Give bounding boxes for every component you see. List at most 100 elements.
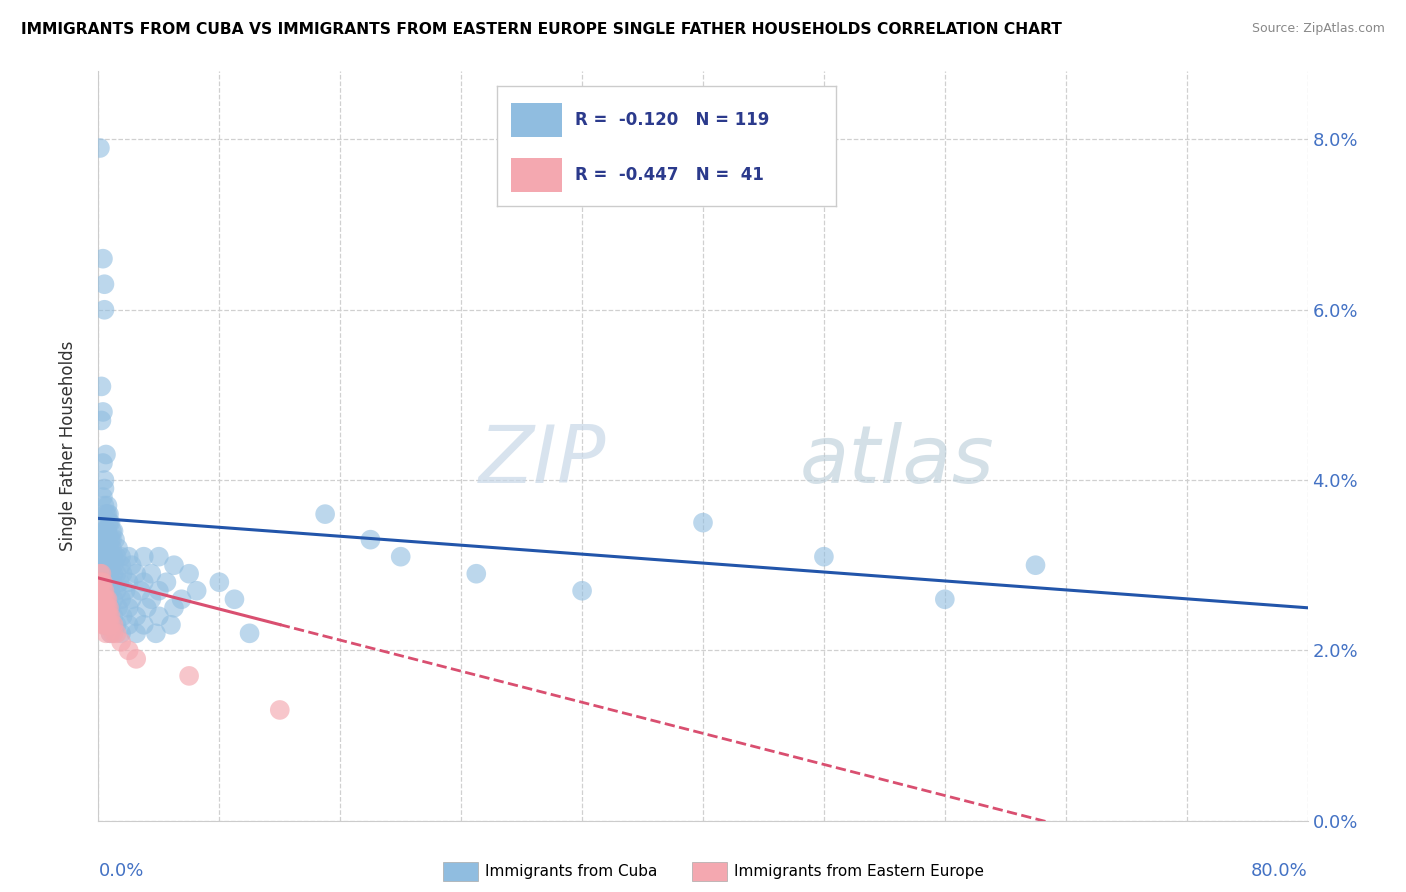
Point <box>94 609 117 624</box>
Point <box>239 626 262 640</box>
Point <box>94 626 117 640</box>
Point <box>100 626 122 640</box>
Text: 80.0%: 80.0% <box>1251 862 1308 880</box>
Point <box>110 558 132 573</box>
Point <box>94 566 117 581</box>
Point <box>91 583 114 598</box>
Text: 0.0%: 0.0% <box>98 862 143 880</box>
Point <box>571 583 593 598</box>
Point <box>269 703 291 717</box>
Point <box>100 583 122 598</box>
Point <box>93 592 115 607</box>
Text: atlas: atlas <box>800 422 994 500</box>
Point <box>91 549 114 564</box>
Point <box>90 575 112 590</box>
Text: ZIP: ZIP <box>479 422 606 500</box>
Point <box>90 583 112 598</box>
Point <box>96 533 118 547</box>
Point <box>105 566 128 581</box>
Point <box>96 507 118 521</box>
Point <box>94 448 117 462</box>
Point <box>118 600 141 615</box>
Point <box>98 558 121 573</box>
Point <box>141 592 163 607</box>
Point <box>1024 558 1046 573</box>
Point <box>96 609 118 624</box>
Point <box>105 626 128 640</box>
Text: IMMIGRANTS FROM CUBA VS IMMIGRANTS FROM EASTERN EUROPE SINGLE FATHER HOUSEHOLDS : IMMIGRANTS FROM CUBA VS IMMIGRANTS FROM … <box>21 22 1062 37</box>
Point <box>90 413 112 427</box>
Point <box>934 592 956 607</box>
Point <box>91 252 114 266</box>
Point <box>100 516 122 530</box>
Point <box>93 617 115 632</box>
Point <box>118 617 141 632</box>
Point <box>91 575 114 590</box>
Point <box>118 643 141 657</box>
Point <box>91 524 114 538</box>
Point <box>98 600 121 615</box>
Point <box>465 566 488 581</box>
Point <box>125 566 148 581</box>
Point <box>93 524 115 538</box>
Point <box>121 558 143 573</box>
Point <box>98 617 121 632</box>
Point <box>110 635 132 649</box>
Point <box>110 592 132 607</box>
Point <box>93 600 115 615</box>
Point <box>93 575 115 590</box>
Point <box>118 575 141 590</box>
Point <box>93 473 115 487</box>
Point <box>110 626 132 640</box>
Point <box>111 566 134 581</box>
Point <box>91 490 114 504</box>
Point <box>91 617 114 632</box>
Point <box>89 566 111 581</box>
Point <box>96 600 118 615</box>
Point <box>90 592 112 607</box>
Point <box>148 549 170 564</box>
Point <box>105 583 128 598</box>
Point <box>108 575 131 590</box>
Text: Immigrants from Cuba: Immigrants from Cuba <box>485 864 658 879</box>
Point <box>100 533 122 547</box>
Point <box>94 524 117 538</box>
Point <box>148 583 170 598</box>
Point <box>103 524 125 538</box>
Point <box>104 533 127 547</box>
Point <box>96 592 118 607</box>
Point <box>91 609 114 624</box>
Point <box>98 541 121 556</box>
Y-axis label: Single Father Households: Single Father Households <box>59 341 77 551</box>
Point <box>208 575 231 590</box>
Point <box>132 617 155 632</box>
Point <box>101 575 124 590</box>
Point <box>90 558 112 573</box>
Point <box>125 652 148 666</box>
Point <box>90 575 112 590</box>
Point <box>100 609 122 624</box>
Point <box>93 609 115 624</box>
Point <box>96 592 118 607</box>
Point <box>98 617 121 632</box>
Point <box>98 516 121 530</box>
Point <box>96 575 118 590</box>
Point <box>89 141 111 155</box>
Point <box>135 600 157 615</box>
Point <box>360 533 382 547</box>
Point <box>89 575 111 590</box>
Point <box>103 617 125 632</box>
Point <box>94 583 117 598</box>
Point <box>91 456 114 470</box>
Point <box>94 541 117 556</box>
Point <box>186 583 208 598</box>
Point <box>141 566 163 581</box>
Point <box>94 609 117 624</box>
Point <box>163 558 186 573</box>
Point <box>93 302 115 317</box>
Point <box>93 541 115 556</box>
Point <box>90 566 112 581</box>
Text: Immigrants from Eastern Europe: Immigrants from Eastern Europe <box>734 864 984 879</box>
Point <box>91 566 114 581</box>
Point <box>101 524 124 538</box>
